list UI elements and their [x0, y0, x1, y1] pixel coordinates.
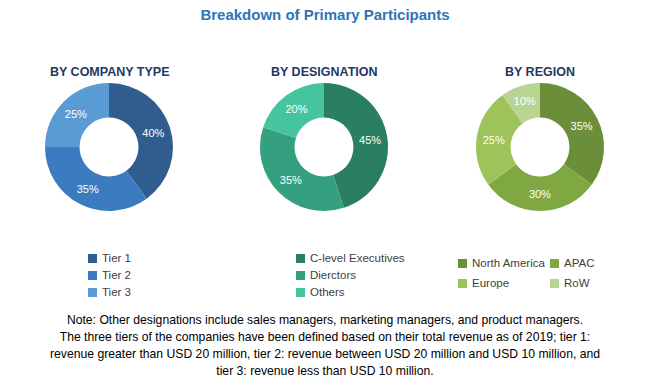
svg-text:BY REGION: BY REGION	[505, 65, 575, 79]
svg-text:Breakdown of Primary Participa: Breakdown of Primary Participants	[200, 6, 449, 23]
html-text:revenue greater than USD 20 mi: revenue greater than USD 20 million, tie…	[50, 347, 600, 361]
html-text:tier 3: revenue less than USD: tier 3: revenue less than USD 10 million…	[216, 364, 434, 378]
svg-text:40%: 40%	[142, 127, 164, 139]
svg-text:35%: 35%	[571, 120, 593, 132]
svg-text:35%: 35%	[77, 183, 99, 195]
html-text:The three tiers of the compani: The three tiers of the companies have be…	[59, 330, 591, 344]
html-text:RoW: RoW	[564, 277, 590, 289]
html-text:Tier 3: Tier 3	[102, 286, 131, 298]
html-text:Note: Other designations inclu: Note: Other designations include sales m…	[66, 313, 584, 327]
svg-text:20%: 20%	[285, 103, 307, 115]
html-text:Dierctors: Dierctors	[310, 269, 356, 281]
svg-text:25%: 25%	[65, 108, 87, 120]
svg-text:30%: 30%	[529, 188, 551, 200]
svg-text:25%: 25%	[483, 134, 505, 146]
html-text:Tier 1: Tier 1	[102, 252, 131, 264]
html-text:C-level Executives: C-level Executives	[310, 252, 405, 264]
html-text:APAC: APAC	[564, 257, 595, 269]
svg-text:BY DESIGNATION: BY DESIGNATION	[271, 65, 378, 79]
svg-text:45%: 45%	[359, 134, 381, 146]
html-text:Tier 2: Tier 2	[102, 269, 131, 281]
svg-text:10%: 10%	[514, 95, 536, 107]
html-text:Others: Others	[310, 286, 345, 298]
svg-text:35%: 35%	[280, 174, 302, 186]
html-text:North America: North America	[472, 257, 545, 269]
html-text:Europe: Europe	[472, 277, 510, 289]
svg-text:BY COMPANY TYPE: BY COMPANY TYPE	[50, 65, 169, 79]
